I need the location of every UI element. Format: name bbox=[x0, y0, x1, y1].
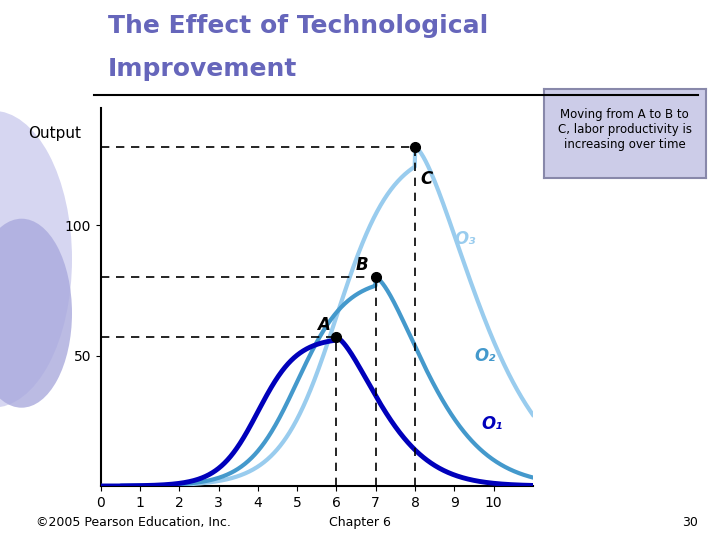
Text: The Effect of Technological: The Effect of Technological bbox=[108, 14, 488, 37]
Text: O₃: O₃ bbox=[454, 230, 476, 247]
Text: B: B bbox=[356, 255, 369, 274]
Text: O₁: O₁ bbox=[482, 415, 503, 433]
Text: Chapter 6: Chapter 6 bbox=[329, 516, 391, 529]
Text: Improvement: Improvement bbox=[108, 57, 297, 80]
Text: Output: Output bbox=[28, 126, 81, 141]
Text: O₂: O₂ bbox=[474, 347, 495, 365]
Text: Moving from A to B to
C, labor productivity is
increasing over time: Moving from A to B to C, labor productiv… bbox=[557, 107, 692, 151]
Text: C: C bbox=[421, 170, 433, 187]
Text: A: A bbox=[317, 315, 330, 334]
Text: ©2005 Pearson Education, Inc.: ©2005 Pearson Education, Inc. bbox=[36, 516, 231, 529]
Text: 30: 30 bbox=[683, 516, 698, 529]
